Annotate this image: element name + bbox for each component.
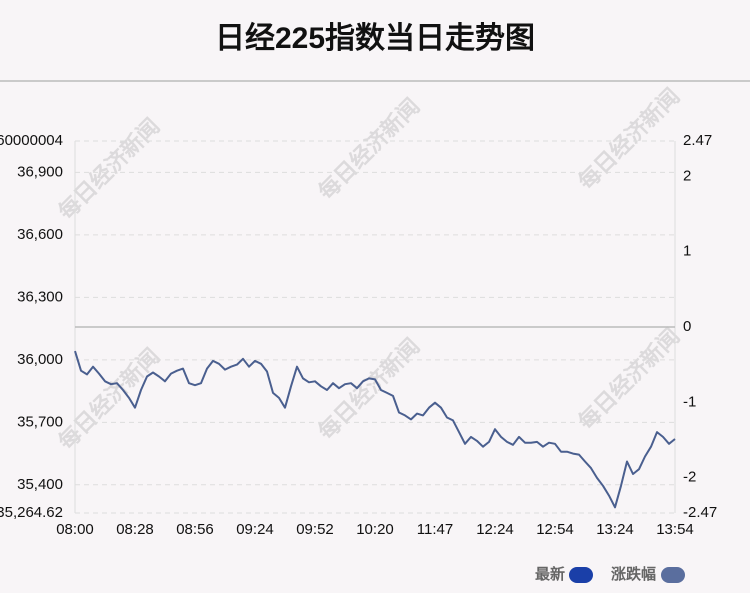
y2-tick-label: 1 (683, 243, 691, 260)
legend-label: 涨跌幅 (611, 565, 656, 583)
y-tick-label: 35,264.62 (0, 504, 63, 521)
x-tick-label: 08:00 (56, 521, 94, 538)
price-line (74, 350, 676, 509)
y-tick-label: 36,600 (17, 226, 63, 243)
watermark: 每日经济新闻 (573, 323, 685, 435)
watermark: 每日经济新闻 (313, 333, 425, 445)
y-tick-label: 36,000 (17, 351, 63, 368)
watermark: 每日经济新闻 (313, 93, 425, 205)
x-tick-label: 08:56 (176, 521, 214, 538)
legend-swatch (569, 567, 593, 583)
x-tick-label: 09:24 (236, 521, 274, 538)
x-tick-label: 13:54 (656, 521, 694, 538)
y2-tick-label: -1 (683, 393, 696, 410)
y2-tick-label: -2.47 (683, 504, 717, 521)
x-tick-label: 12:24 (476, 521, 514, 538)
x-tick-label: 08:28 (116, 521, 154, 538)
y2-tick-label: -2 (683, 469, 696, 486)
y2-tick-label: 0 (683, 318, 691, 335)
y-tick-label: 37,050.60000004 (0, 132, 63, 149)
x-tick-label: 11:47 (417, 521, 453, 538)
x-tick-label: 12:54 (536, 521, 574, 538)
watermark: 每日经济新闻 (53, 113, 165, 225)
chart-title: 日经225指数当日走势图 (215, 21, 535, 55)
watermark: 每日经济新闻 (573, 83, 685, 195)
y-tick-label: 36,300 (17, 288, 63, 305)
y-tick-label: 35,700 (17, 413, 63, 430)
y-tick-label: 36,900 (17, 163, 63, 180)
legend-swatch (661, 567, 685, 583)
legend-label: 最新 (535, 565, 565, 583)
y2-tick-label: 2.47 (683, 132, 712, 149)
x-tick-label: 10:20 (356, 521, 394, 538)
x-tick-label: 13:24 (596, 521, 634, 538)
x-tick-label: 09:52 (296, 521, 334, 538)
y2-tick-label: 2 (683, 167, 691, 184)
y-tick-label: 35,400 (17, 476, 63, 493)
